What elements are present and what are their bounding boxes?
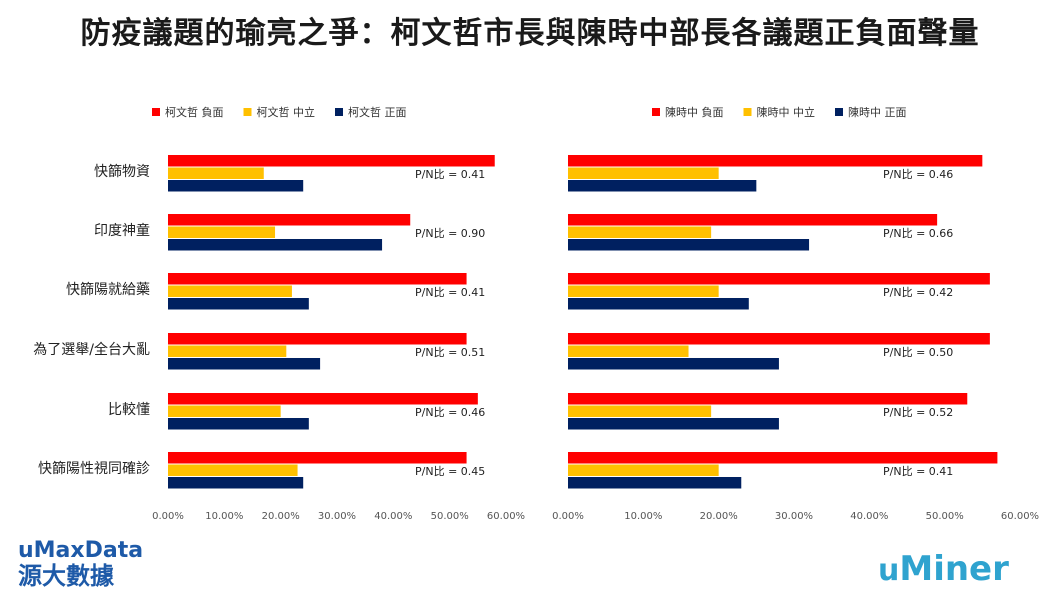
left-bar (168, 214, 411, 226)
left-bar (168, 477, 304, 489)
right-bar (568, 477, 742, 489)
right-legend-swatch (652, 108, 660, 116)
right-x-tick-label: 30.00% (775, 511, 813, 522)
right-bar (568, 405, 712, 417)
right-x-tick-label: 40.00% (850, 511, 888, 522)
left-x-tick-label: 10.00% (205, 511, 243, 522)
left-bar (168, 155, 495, 167)
left-x-tick-label: 40.00% (374, 511, 412, 522)
right-bar (568, 333, 990, 345)
left-bar (168, 167, 264, 179)
right-bar (568, 464, 719, 476)
category-label: 快篩物資 (94, 164, 150, 180)
left-pn-ratio-label: P/N比 = 0.51 (415, 346, 485, 359)
category-label: 比較懂 (108, 402, 150, 418)
left-bar (168, 393, 478, 405)
category-label: 為了選舉/全台大亂 (33, 341, 150, 358)
left-bar (168, 298, 309, 310)
left-bar (168, 285, 292, 297)
left-x-tick-label: 60.00% (487, 511, 525, 522)
right-legend-label: 陳時中 正面 (848, 106, 907, 119)
left-bar (168, 418, 309, 430)
right-bar (568, 298, 749, 310)
left-bar (168, 180, 304, 192)
left-x-tick-label: 0.00% (152, 511, 184, 522)
right-bar (568, 418, 779, 430)
right-x-tick-label: 0.00% (552, 511, 584, 522)
right-bar (568, 358, 779, 370)
left-x-tick-label: 30.00% (318, 511, 356, 522)
right-legend-swatch (835, 108, 843, 116)
right-pn-ratio-label: P/N比 = 0.42 (883, 286, 953, 299)
uminer-logo-text: Miner (899, 549, 1009, 589)
left-x-tick-label: 20.00% (262, 511, 300, 522)
right-bar (568, 155, 983, 167)
right-bar (568, 214, 938, 226)
uminer-logo-prefix: u (878, 553, 900, 588)
right-bar (568, 180, 757, 192)
left-pn-ratio-label: P/N比 = 0.41 (415, 168, 485, 181)
left-x-tick-label: 50.00% (431, 511, 469, 522)
umaxdata-logo: uMaxData 源大數據 (18, 538, 144, 590)
left-bar (168, 333, 467, 345)
left-legend-label: 柯文哲 正面 (348, 105, 407, 119)
left-pn-ratio-label: P/N比 = 0.46 (415, 406, 485, 419)
left-bar (168, 405, 281, 417)
right-x-tick-label: 60.00% (1001, 511, 1039, 522)
right-bar (568, 452, 998, 464)
right-bar (568, 239, 810, 251)
umaxdata-logo-line2: 源大數據 (18, 562, 114, 590)
left-bar (168, 358, 321, 370)
left-legend-swatch (335, 108, 343, 116)
right-bar (568, 226, 712, 238)
right-bar (568, 273, 990, 285)
right-x-tick-label: 20.00% (700, 511, 738, 522)
category-label: 印度神童 (94, 222, 150, 239)
right-legend-label: 陳時中 中立 (757, 105, 816, 119)
left-bar (168, 239, 383, 251)
right-legend-swatch (743, 108, 752, 116)
right-pn-ratio-label: P/N比 = 0.41 (883, 465, 953, 478)
right-pn-ratio-label: P/N比 = 0.66 (883, 227, 953, 240)
left-pn-ratio-label: P/N比 = 0.45 (415, 465, 485, 478)
right-x-tick-label: 50.00% (926, 511, 964, 522)
left-legend-label: 柯文哲 負面 (165, 105, 224, 119)
left-bar (168, 273, 467, 285)
right-pn-ratio-label: P/N比 = 0.52 (883, 406, 953, 419)
right-bar (568, 393, 968, 405)
right-bar (568, 285, 719, 297)
left-bar (168, 345, 287, 357)
left-legend-swatch (152, 108, 160, 116)
left-bar (168, 464, 298, 476)
right-x-tick-label: 10.00% (624, 511, 662, 522)
left-bar (168, 452, 467, 464)
right-legend-label: 陳時中 負面 (665, 106, 724, 119)
right-bar (568, 167, 719, 179)
left-legend-swatch (243, 108, 252, 116)
left-pn-ratio-label: P/N比 = 0.41 (415, 286, 485, 299)
left-pn-ratio-label: P/N比 = 0.90 (415, 227, 485, 240)
umaxdata-logo-line1: uMaxData (18, 538, 144, 563)
left-legend-label: 柯文哲 中立 (257, 105, 316, 119)
uminer-logo: uMiner (878, 552, 1009, 586)
right-pn-ratio-label: P/N比 = 0.50 (883, 346, 953, 359)
left-bar (168, 226, 276, 238)
right-pn-ratio-label: P/N比 = 0.46 (883, 168, 953, 181)
category-label: 快篩陽性視同確診 (38, 461, 150, 477)
right-bar (568, 345, 689, 357)
page-title: 防疫議題的瑜亮之爭：柯文哲市長與陳時中部長各議題正負面聲量 (80, 16, 980, 51)
category-label: 快篩陽就給藥 (66, 282, 150, 298)
